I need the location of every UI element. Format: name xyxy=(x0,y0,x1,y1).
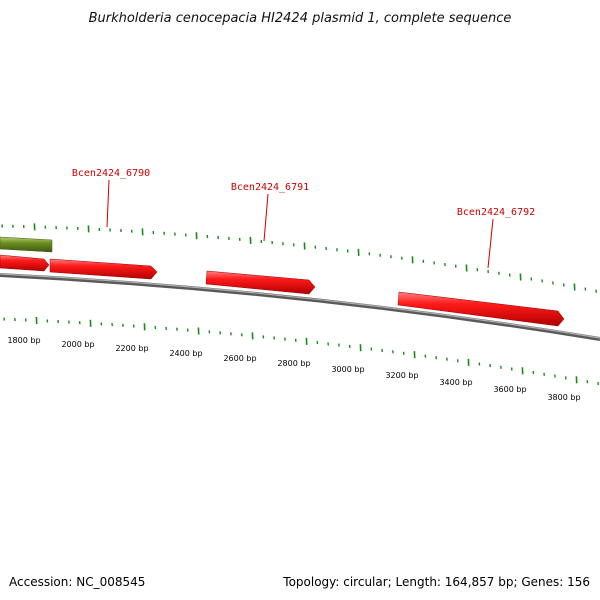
scale-label: 3400 bp xyxy=(439,378,472,387)
leader-line xyxy=(487,218,494,269)
gene-label-group-6791: Bcen2424_6791 xyxy=(231,182,309,242)
map-title: Burkholderia cenocepacia HI2424 plasmid … xyxy=(89,11,512,26)
scale-label: 1800 bp xyxy=(7,336,40,345)
accession-text: Accession: NC_008545 xyxy=(9,575,145,589)
lower-tick-row xyxy=(3,316,599,386)
leader-line xyxy=(263,193,269,242)
green-feature[interactable] xyxy=(0,236,53,253)
scale-label: 3000 bp xyxy=(331,365,364,374)
scale-label: 2800 bp xyxy=(277,359,310,368)
scale-label: 2600 bp xyxy=(223,354,256,363)
gene-label-group-6790: Bcen2424_6790 xyxy=(72,168,150,228)
scale-labels: 1800 bp 2000 bp 2200 bp 2400 bp 2600 bp … xyxy=(7,336,580,402)
gene-label[interactable]: Bcen2424_6791 xyxy=(231,182,309,193)
leader-line xyxy=(106,179,110,228)
gene-arrow-left-partial[interactable] xyxy=(0,254,50,272)
gene-arrow-Bcen2424_6792[interactable] xyxy=(397,291,565,327)
gene-label-group-6792: Bcen2424_6792 xyxy=(457,207,535,269)
scale-label: 2200 bp xyxy=(115,344,148,353)
upper-tick-row xyxy=(1,223,597,293)
backbone-highlight xyxy=(0,273,600,339)
gene-label[interactable]: Bcen2424_6792 xyxy=(457,207,535,218)
gene-label[interactable]: Bcen2424_6790 xyxy=(72,168,150,179)
gene-arrow-Bcen2424_6790[interactable] xyxy=(49,258,158,280)
scale-label: 3600 bp xyxy=(493,385,526,394)
scale-label: 2000 bp xyxy=(61,340,94,349)
backbone xyxy=(0,273,600,341)
scale-label: 3800 bp xyxy=(547,393,580,402)
summary-text: Topology: circular; Length: 164,857 bp; … xyxy=(282,575,590,589)
scale-label: 2400 bp xyxy=(169,349,202,358)
scale-label: 3200 bp xyxy=(385,371,418,380)
backbone-line xyxy=(0,273,600,341)
gene-arrow-Bcen2424_6791[interactable] xyxy=(205,270,316,295)
